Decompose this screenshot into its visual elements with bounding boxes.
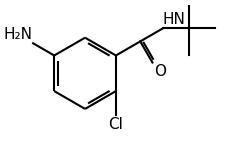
Text: HN: HN — [163, 12, 186, 27]
Text: H₂N: H₂N — [3, 27, 32, 42]
Text: Cl: Cl — [108, 117, 123, 132]
Text: O: O — [154, 64, 166, 79]
